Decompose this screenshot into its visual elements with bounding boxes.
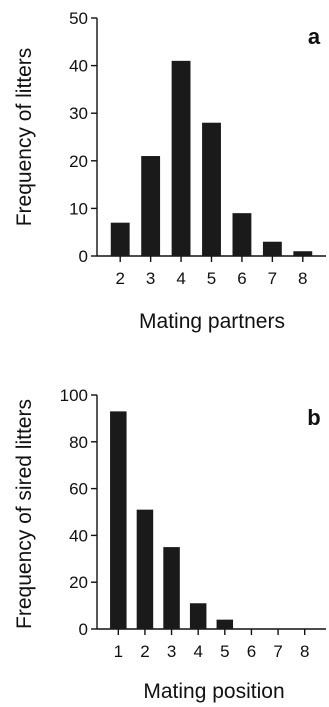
x-tick-label: 2 [115,269,124,288]
bar-8 [293,251,313,256]
x-tick-label: 7 [268,269,277,288]
y-tick-label: 80 [69,433,88,452]
x-tick-label: 6 [247,642,256,661]
x-tick-label: 4 [176,269,185,288]
x-tick-label: 8 [298,269,307,288]
panel-label: a [308,24,321,49]
bar-3 [163,547,180,629]
x-tick-label: 5 [220,642,229,661]
y-tick-label: 10 [69,199,88,218]
x-tick-label: 6 [237,269,246,288]
y-tick-label: 60 [69,480,88,499]
bar-2 [136,509,154,629]
panel-label: b [307,405,320,430]
bar-2 [110,222,130,256]
bar-5 [216,619,234,629]
x-tick-label: 7 [273,642,282,661]
chart-panel-b: Frequency of sired litters Mating positi… [13,386,326,703]
bar-6 [232,213,252,256]
bar-1 [110,411,127,629]
x-tick-label: 5 [207,269,216,288]
x-axis-label: Mating position [143,680,284,703]
y-tick-label: 100 [60,386,88,405]
y-tick-label: 0 [79,620,88,639]
y-tick-label: 40 [69,526,88,545]
x-tick-label: 3 [146,269,155,288]
x-tick-label: 1 [114,642,123,661]
y-tick-label: 20 [69,573,88,592]
y-axis-label: Frequency of sired litters [13,399,36,629]
chart-panel-a: Frequency of litters Mating partners a 0… [13,9,326,333]
x-tick-label: 3 [167,642,176,661]
y-tick-label: 20 [69,152,88,171]
bar-7 [262,241,282,256]
bar-4 [171,60,191,257]
y-tick-label: 40 [69,57,88,76]
y-tick-label: 50 [69,9,88,28]
x-axis-label: Mating partners [139,310,285,333]
x-tick-label: 8 [300,642,309,661]
y-axis-label: Frequency of litters [13,48,36,227]
x-tick-label: 4 [193,642,202,661]
y-tick-label: 0 [79,247,88,266]
bar-4 [189,603,207,629]
bar-3 [141,156,161,256]
x-tick-label: 2 [140,642,149,661]
y-tick-label: 30 [69,104,88,123]
bar-5 [202,122,221,256]
